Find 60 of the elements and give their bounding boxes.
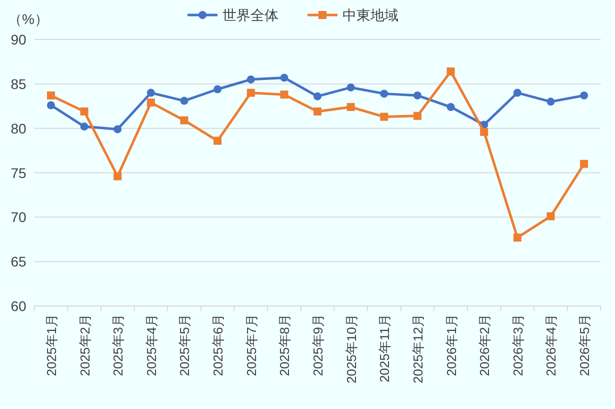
x-tick-label: 2026年2月: [477, 314, 492, 376]
x-tick-label: 2025年3月: [110, 314, 126, 376]
x-tick-label: 2025年11月: [377, 314, 392, 382]
x-tick-label: 2025年5月: [177, 314, 192, 376]
x-tick-label: 2025年6月: [210, 314, 226, 376]
y-axis-title: （%）: [8, 11, 48, 27]
y-tick-label: 60: [10, 298, 27, 314]
point: [546, 212, 555, 220]
point: [446, 67, 455, 76]
point: [80, 122, 88, 131]
y-tick-label: 65: [10, 254, 27, 270]
point: [180, 96, 188, 105]
point: [380, 90, 388, 98]
point: [380, 112, 388, 121]
y-tick-label: 70: [10, 209, 27, 226]
point: [346, 83, 355, 92]
x-tick-label: 2026年4月: [544, 314, 559, 376]
point: [80, 107, 88, 116]
point: [346, 103, 355, 112]
x-tick-label: 2025年7月: [244, 314, 259, 376]
point: [546, 98, 555, 106]
point: [280, 74, 288, 82]
point: [146, 98, 155, 107]
legend-label: 世界全体: [222, 7, 278, 23]
point: [413, 91, 422, 100]
point: [180, 116, 188, 124]
x-tick-label: 2025年2月: [77, 314, 92, 376]
point: [114, 125, 122, 134]
x-tick-label: 2026年1月: [444, 314, 459, 376]
point: [46, 91, 55, 100]
x-tick-label: 2026年5月: [577, 314, 592, 376]
x-tick-label: 2025年1月: [44, 314, 59, 376]
point: [513, 234, 522, 242]
y-tick-label: 80: [10, 120, 27, 136]
point: [446, 103, 455, 112]
point: [314, 92, 322, 100]
point: [246, 88, 255, 97]
point: [580, 160, 588, 168]
point: [46, 101, 55, 110]
x-tick-label: 2025年12月: [410, 314, 426, 384]
point: [314, 107, 322, 116]
y-tick-label: 75: [10, 164, 27, 181]
point: [580, 91, 588, 100]
point: [214, 136, 222, 145]
point: [246, 75, 255, 84]
x-tick-label: 2025年4月: [144, 314, 159, 376]
point: [280, 90, 288, 99]
point: [214, 85, 222, 94]
x-tick-label: 2025年8月: [277, 314, 292, 376]
y-tick-label: 85: [10, 76, 27, 92]
point: [413, 112, 422, 120]
y-tick-label: 90: [10, 32, 27, 48]
x-tick-label: 2025年10月: [344, 314, 359, 384]
point: [480, 128, 488, 136]
x-tick-label: 2025年9月: [310, 314, 326, 376]
point: [146, 88, 155, 97]
point: [114, 172, 122, 180]
point: [513, 88, 522, 97]
legend-label: 中東地域: [342, 7, 398, 23]
x-tick-label: 2026年3月: [510, 314, 526, 376]
